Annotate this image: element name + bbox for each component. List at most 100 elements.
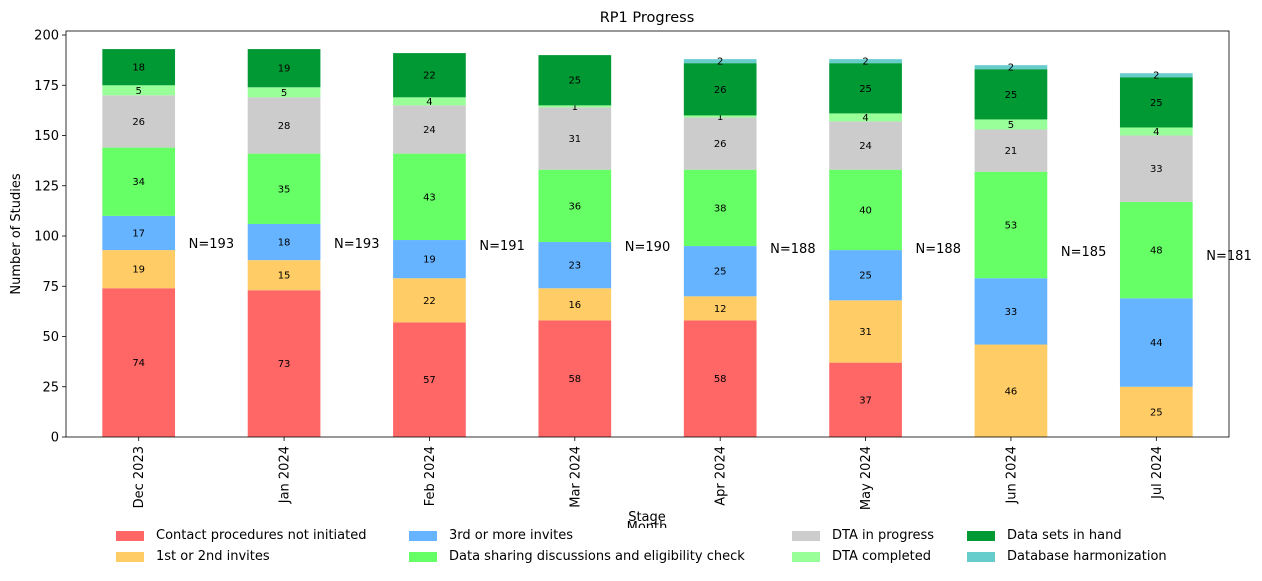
bar-segment <box>247 223 321 261</box>
segment-value-label: 57 <box>423 375 436 386</box>
bar-total-label: N=191 <box>479 239 524 254</box>
legend-item: 1st or 2nd invites <box>116 549 270 564</box>
bar-segment <box>538 288 612 321</box>
segment-value-label: 4 <box>862 113 868 124</box>
x-tick-label: Jun 2024 <box>1004 446 1019 505</box>
segment-value-label: 28 <box>278 121 291 132</box>
legend-title: Stage <box>628 510 666 525</box>
segment-value-label: 46 <box>1005 386 1018 397</box>
segment-value-label: 25 <box>859 84 872 95</box>
chart-title: RP1 Progress <box>600 10 695 26</box>
segment-value-label: 31 <box>859 327 872 338</box>
legend-item: 3rd or more invites <box>409 528 573 543</box>
segment-value-label: 22 <box>423 71 436 82</box>
legend-swatch <box>967 551 995 562</box>
bar-total-label: N=193 <box>189 237 234 252</box>
segment-value-label: 17 <box>132 228 145 239</box>
bar-segment <box>247 260 321 291</box>
y-tick-label: 50 <box>42 330 59 345</box>
segment-value-label: 25 <box>714 267 727 278</box>
bar-segment <box>538 169 612 243</box>
segment-value-label: 24 <box>423 125 436 136</box>
bar-segment <box>538 107 612 170</box>
stacked-bar-chart: RP1 Progress Number of Studies Stage Mon… <box>9 10 1252 528</box>
bar-segment <box>393 153 466 241</box>
x-tick-label: Apr 2024 <box>714 446 729 506</box>
bar-segment <box>102 95 176 148</box>
segment-value-label: 22 <box>423 296 436 307</box>
bar-segment <box>974 171 1048 279</box>
bar-segment <box>393 278 466 323</box>
segment-value-label: 25 <box>859 271 872 282</box>
segment-value-label: 40 <box>859 205 872 216</box>
segment-value-label: 34 <box>132 177 145 188</box>
legend-item: Data sharing discussions and eligibility… <box>409 549 745 564</box>
bar-segment <box>393 105 466 154</box>
bar-total-label: N=193 <box>334 237 379 252</box>
bar-segment <box>102 215 176 251</box>
x-tick-label: Mar 2024 <box>568 446 583 508</box>
segment-value-label: 74 <box>132 358 145 369</box>
bar-segment <box>393 322 466 437</box>
segment-value-label: 43 <box>423 192 436 203</box>
bar-segment <box>974 129 1048 172</box>
segment-value-label: 4 <box>1153 127 1159 138</box>
bar-segment <box>102 147 176 216</box>
bar-segment <box>102 250 176 289</box>
bar-segment <box>247 290 321 437</box>
segment-value-label: 26 <box>714 85 727 96</box>
bar-segment <box>683 169 757 247</box>
bar-segment <box>247 49 321 88</box>
legend-item: DTA in progress <box>792 528 934 543</box>
segment-value-label: 37 <box>859 395 872 406</box>
segment-value-label: 5 <box>281 88 287 99</box>
segment-value-label: 5 <box>136 86 142 97</box>
bar-segment <box>1119 77 1193 128</box>
bar-segment <box>102 49 176 86</box>
legend-swatch <box>409 551 437 562</box>
bar-segment <box>974 65 1048 70</box>
segment-value-label: 48 <box>1150 246 1163 257</box>
bar-segment <box>829 169 902 251</box>
x-tick-label: Feb 2024 <box>423 446 438 506</box>
bar-segment <box>683 59 757 64</box>
segment-value-label: 19 <box>132 265 145 276</box>
segment-value-label: 33 <box>1150 164 1163 175</box>
x-tick-label: Jul 2024 <box>1150 446 1165 500</box>
bar-segment <box>538 242 612 289</box>
segment-value-label: 73 <box>278 359 291 370</box>
bar-segment <box>247 153 321 224</box>
y-tick-label: 0 <box>51 431 59 446</box>
segment-value-label: 23 <box>568 261 581 272</box>
bar-segment <box>829 362 902 437</box>
bar-segment <box>683 115 757 118</box>
bar-segment <box>247 97 321 154</box>
legend-swatch <box>967 530 995 541</box>
legend-swatch <box>116 551 144 562</box>
x-tick-label: May 2024 <box>859 446 874 510</box>
bar-segment <box>102 85 176 96</box>
bar-segment <box>683 296 757 321</box>
legend-item: Contact procedures not initiated <box>116 528 366 543</box>
legend-label: Data sets in hand <box>1007 528 1122 543</box>
bar-segment <box>683 246 757 297</box>
legend-label: Database harmonization <box>1007 549 1167 564</box>
segment-value-label: 58 <box>568 374 581 385</box>
bar-segment <box>538 55 612 106</box>
bar-segment <box>1119 127 1193 136</box>
segment-value-label: 19 <box>278 64 291 75</box>
legend-label: 1st or 2nd invites <box>156 549 270 564</box>
segment-value-label: 38 <box>714 203 727 214</box>
segment-value-label: 12 <box>714 304 727 315</box>
legend-label: DTA in progress <box>832 528 935 543</box>
bar-segment <box>393 97 466 106</box>
bar-segment <box>1119 73 1193 78</box>
bar-total-label: N=188 <box>916 242 961 257</box>
segment-value-label: 4 <box>426 97 432 108</box>
segment-value-label: 24 <box>859 141 872 152</box>
bar-segment <box>829 63 902 114</box>
legend: Contact procedures not initiated 1st or 2… <box>116 528 1246 572</box>
bar-segment <box>829 113 902 122</box>
segment-value-label: 21 <box>1005 146 1018 157</box>
